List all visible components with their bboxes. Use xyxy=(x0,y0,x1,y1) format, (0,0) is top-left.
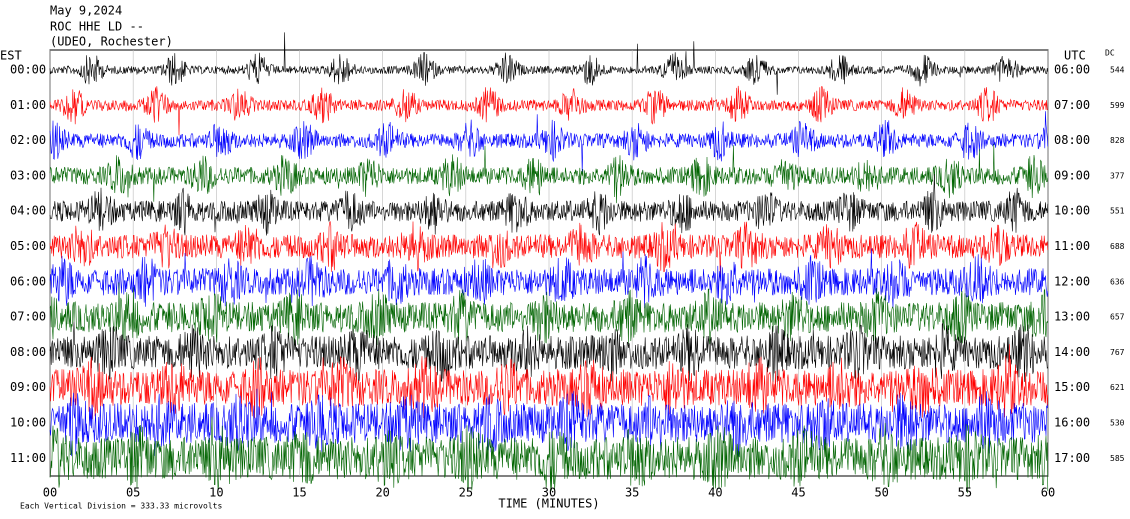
right-time-label: 08:00 xyxy=(1054,133,1090,147)
right-time-label: 14:00 xyxy=(1054,345,1090,359)
trace xyxy=(49,321,1049,383)
title-line: (UDEO, Rochester) xyxy=(50,35,173,49)
right-time-label: 16:00 xyxy=(1054,416,1090,430)
dc-value: 621 xyxy=(1110,383,1125,392)
trace xyxy=(49,111,1049,173)
footnote: Each Vertical Division = 333.33 microvol… xyxy=(20,502,222,511)
dc-value: 636 xyxy=(1110,277,1125,286)
left-time-label: 08:00 xyxy=(10,345,46,359)
trace xyxy=(49,416,1049,494)
x-tick-label: 05 xyxy=(126,486,140,500)
trace xyxy=(49,85,1048,136)
right-time-label: 15:00 xyxy=(1054,380,1090,394)
x-tick-label: 20 xyxy=(375,486,389,500)
dc-value: 828 xyxy=(1110,136,1125,145)
trace xyxy=(49,388,1049,457)
trace xyxy=(49,248,1049,309)
left-time-label: 03:00 xyxy=(10,168,46,182)
title-line: May 9,2024 xyxy=(50,4,122,18)
x-tick-label: 30 xyxy=(542,486,556,500)
trace xyxy=(49,173,1049,236)
dc-label: DC xyxy=(1105,49,1115,58)
left-time-label: 09:00 xyxy=(10,380,46,394)
dc-value: 585 xyxy=(1110,454,1125,463)
left-time-label: 10:00 xyxy=(10,416,46,430)
dc-value: 767 xyxy=(1110,348,1125,357)
x-tick-label: 55 xyxy=(958,486,972,500)
x-tick-label: 60 xyxy=(1041,486,1055,500)
dc-value: 657 xyxy=(1110,313,1125,322)
trace xyxy=(49,282,1049,346)
dc-value: 377 xyxy=(1110,171,1125,180)
left-axis-label: EST xyxy=(0,49,22,63)
right-time-label: 09:00 xyxy=(1054,168,1090,182)
right-time-label: 11:00 xyxy=(1054,239,1090,253)
left-time-label: 04:00 xyxy=(10,204,46,218)
left-time-label: 07:00 xyxy=(10,310,46,324)
right-time-label: 13:00 xyxy=(1054,310,1090,324)
left-time-label: 05:00 xyxy=(10,239,46,253)
x-tick-label: 35 xyxy=(625,486,639,500)
right-axis-label: UTC xyxy=(1064,49,1086,63)
right-time-label: 17:00 xyxy=(1054,451,1090,465)
left-time-label: 02:00 xyxy=(10,133,46,147)
trace xyxy=(49,220,1049,278)
left-time-label: 00:00 xyxy=(10,63,46,77)
x-axis-label: TIME (MINUTES) xyxy=(498,497,599,511)
dc-value: 551 xyxy=(1110,207,1125,216)
left-time-label: 01:00 xyxy=(10,98,46,112)
title-line: ROC HHE LD -- xyxy=(50,20,144,34)
right-time-label: 10:00 xyxy=(1054,204,1090,218)
x-tick-label: 45 xyxy=(791,486,805,500)
left-time-label: 06:00 xyxy=(10,274,46,288)
x-tick-label: 15 xyxy=(292,486,306,500)
left-time-label: 11:00 xyxy=(10,451,46,465)
dc-value: 544 xyxy=(1110,66,1125,75)
trace xyxy=(49,143,1049,204)
dc-value: 599 xyxy=(1110,101,1125,110)
x-tick-label: 40 xyxy=(708,486,722,500)
right-time-label: 07:00 xyxy=(1054,98,1090,112)
dc-value: 688 xyxy=(1110,242,1125,251)
right-time-label: 12:00 xyxy=(1054,274,1090,288)
right-time-label: 06:00 xyxy=(1054,63,1090,77)
x-tick-label: 50 xyxy=(874,486,888,500)
trace xyxy=(49,32,1049,95)
trace xyxy=(49,344,1049,420)
dc-value: 530 xyxy=(1110,419,1125,428)
x-tick-label: 25 xyxy=(459,486,473,500)
x-tick-label: 10 xyxy=(209,486,223,500)
x-tick-label: 00 xyxy=(43,486,57,500)
